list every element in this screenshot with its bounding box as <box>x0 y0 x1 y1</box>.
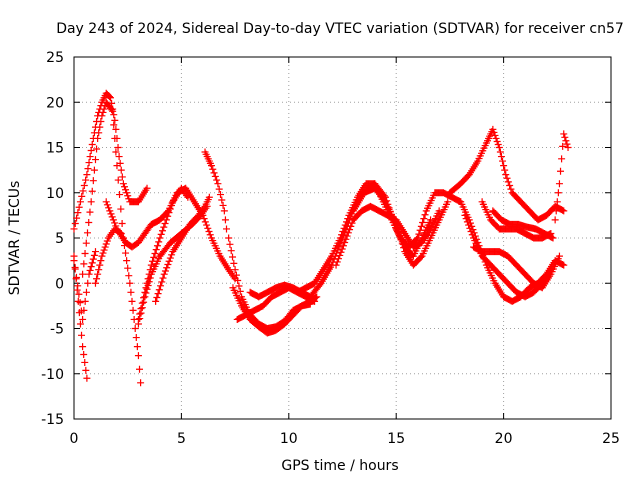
series-s10 <box>201 148 231 233</box>
x-axis-label: GPS time / hours <box>281 458 398 474</box>
x-tick-label: 10 <box>280 431 298 447</box>
y-tick-label: -15 <box>41 412 64 428</box>
series-s24 <box>489 207 557 242</box>
series-s25 <box>551 130 572 224</box>
y-tick-label: 25 <box>46 50 64 66</box>
y-tick-label: 5 <box>55 231 64 247</box>
series-s4 <box>70 248 99 323</box>
series-markers <box>70 248 99 323</box>
axis-ticks: 0 5 10 15 20 25 -15 -10 -5 0 5 10 15 20 25 <box>41 50 620 447</box>
series-s7 <box>134 184 192 323</box>
series-s12 <box>229 284 321 337</box>
chart-title: Day 243 of 2024, Sidereal Day-to-day VTE… <box>56 21 624 37</box>
series-s21 <box>461 211 555 301</box>
series-markers <box>152 193 213 305</box>
series-s3 <box>79 98 145 387</box>
y-tick-label: 10 <box>46 186 64 202</box>
data-marks <box>70 89 572 387</box>
x-tick-label: 20 <box>495 431 513 447</box>
y-tick-label: 20 <box>46 95 64 111</box>
y-axis-label: SDTVAR / TECUs <box>7 181 23 296</box>
series-markers <box>70 252 91 382</box>
series-s9 <box>152 193 213 305</box>
y-tick-label: -10 <box>41 367 64 383</box>
series-s19 <box>446 125 568 224</box>
series-s8 <box>134 202 211 328</box>
series-s22 <box>470 243 563 292</box>
y-tick-label: -5 <box>50 322 64 338</box>
series-s1 <box>70 89 151 233</box>
x-tick-label: 15 <box>387 431 405 447</box>
y-tick-label: 15 <box>46 141 64 157</box>
series-s2 <box>70 252 91 382</box>
x-tick-label: 5 <box>177 431 186 447</box>
series-s14 <box>246 281 314 301</box>
series-markers <box>134 202 211 328</box>
series-s18 <box>349 184 452 269</box>
series-markers <box>349 184 452 269</box>
x-tick-label: 25 <box>602 431 620 447</box>
y-tick-label: 0 <box>55 276 64 292</box>
series-s23 <box>478 198 555 242</box>
x-tick-label: 0 <box>70 431 79 447</box>
